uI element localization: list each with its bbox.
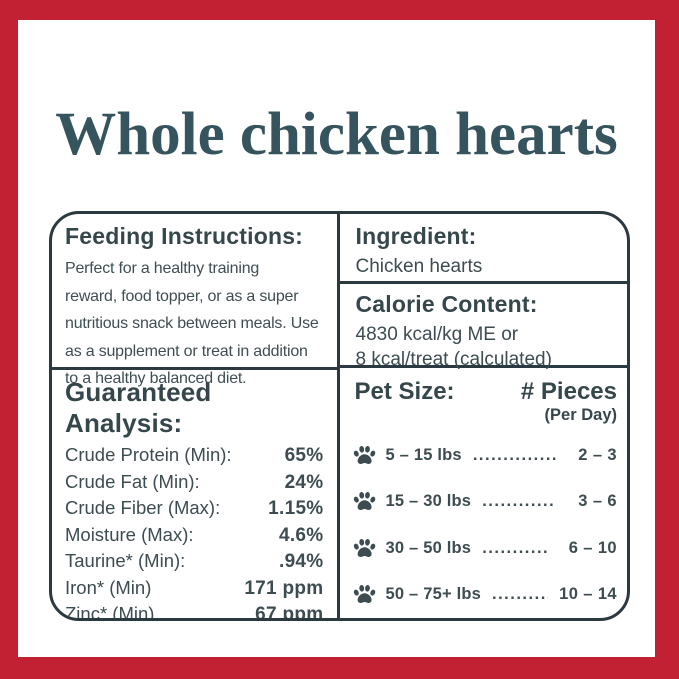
- pieces-range: 3 – 6: [578, 492, 617, 511]
- pet-size-section: Pet Size: # Pieces (Per Day): [340, 368, 628, 618]
- calorie-content-section: Calorie Content: 4830 kcal/kg ME or 8 kc…: [339, 284, 627, 370]
- pet-size-row: 5 – 15 lbs .............. 2 – 3: [352, 432, 618, 479]
- ingredient-section: Ingredient: Chicken hearts: [339, 214, 627, 284]
- analysis-row-label: Taurine* (Min):: [65, 550, 186, 571]
- analysis-row-label: Moisture (Max):: [65, 523, 194, 545]
- pet-size-range: 50 – 75+ lbs: [385, 585, 482, 604]
- calorie-content-heading: Calorie Content:: [355, 291, 538, 317]
- guaranteed-analysis-heading: Guaranteed Analysis:: [65, 377, 212, 438]
- analysis-row-label: Crude Protein (Min):: [65, 444, 232, 465]
- pieces-header-block: # Pieces (Per Day): [521, 378, 617, 424]
- ingredient-value: Chicken hearts: [355, 256, 483, 277]
- pieces-heading: # Pieces: [520, 378, 617, 405]
- analysis-row: Zinc* (Min) 67 ppm: [65, 601, 324, 621]
- paw-print-icon: [353, 585, 375, 604]
- paw-print-icon: [353, 492, 375, 511]
- paw-print-icon: [353, 538, 375, 557]
- pet-size-range: 15 – 30 lbs: [385, 492, 472, 511]
- ingredient-heading: Ingredient:: [355, 223, 477, 249]
- leader-dots: ..........: [492, 585, 549, 604]
- analysis-row-label: Iron* (Min): [65, 576, 152, 598]
- info-box-left-column: Feeding Instructions: Perfect for a heal…: [52, 214, 340, 618]
- analysis-row: Crude Protein (Min): 65%: [65, 442, 324, 469]
- pet-size-range: 30 – 50 lbs: [385, 538, 472, 557]
- analysis-row: Crude Fat (Min): 24%: [65, 469, 324, 496]
- pet-size-row: 50 – 75+ lbs .......... 10 – 14: [352, 572, 618, 619]
- pet-size-table: 5 – 15 lbs .............. 2 – 3: [352, 432, 618, 618]
- product-title: Whole chicken hearts: [55, 101, 618, 168]
- calorie-content-text: 4830 kcal/kg ME or 8 kcal/treat (calcula…: [355, 324, 552, 370]
- analysis-row-value: 67 ppm: [255, 604, 324, 621]
- analysis-row: Iron* (Min) 171 ppm: [65, 575, 324, 602]
- leader-dots: ............: [482, 492, 556, 511]
- analysis-row: Moisture (Max): 4.6%: [65, 522, 324, 549]
- leader-dots: ..............: [472, 445, 558, 464]
- leader-dots: ...........: [482, 538, 550, 557]
- guaranteed-analysis-table: Crude Protein (Min): 65% Crude Fat (Min)…: [65, 442, 324, 621]
- info-box-right-column: Ingredient: Chicken hearts Calorie Conte…: [339, 214, 628, 618]
- feeding-instructions-section: Feeding Instructions: Perfect for a heal…: [52, 214, 337, 387]
- paw-print-icon: [353, 445, 375, 464]
- pieces-range: 6 – 10: [568, 538, 617, 557]
- analysis-row-value: .94%: [278, 551, 324, 572]
- pieces-range: 10 – 14: [559, 585, 617, 604]
- analysis-row-value: 171 ppm: [244, 577, 324, 599]
- label-background: Whole chicken hearts Feeding Instruction…: [18, 20, 655, 657]
- guaranteed-analysis-section: Guaranteed Analysis: Crude Protein (Min)…: [52, 370, 337, 621]
- analysis-row-value: 1.15%: [268, 498, 324, 519]
- analysis-row-value: 4.6%: [278, 524, 324, 546]
- analysis-row-value: 65%: [284, 445, 324, 466]
- pet-size-header: Pet Size: # Pieces (Per Day): [352, 378, 618, 424]
- feeding-instructions-heading: Feeding Instructions:: [65, 223, 304, 249]
- pet-size-heading: Pet Size:: [354, 378, 455, 405]
- pieces-subheading: (Per Day): [544, 406, 617, 424]
- pieces-range: 2 – 3: [578, 445, 617, 464]
- analysis-row-label: Zinc* (Min): [65, 603, 155, 621]
- analysis-row: Crude Fiber (Max): 1.15%: [65, 495, 324, 522]
- analysis-row-label: Crude Fiber (Max):: [65, 497, 221, 518]
- feeding-instructions-text: Perfect for a healthy training reward, f…: [65, 260, 319, 387]
- info-box: Feeding Instructions: Perfect for a heal…: [49, 211, 630, 621]
- pet-size-range: 5 – 15 lbs: [385, 445, 462, 464]
- analysis-row: Taurine* (Min): .94%: [65, 548, 324, 575]
- analysis-row-value: 24%: [284, 471, 324, 493]
- pet-size-row: 15 – 30 lbs ............ 3 – 6: [352, 479, 618, 526]
- pet-size-row: 30 – 50 lbs ........... 6 – 10: [352, 525, 618, 572]
- analysis-row-label: Crude Fat (Min):: [65, 470, 200, 492]
